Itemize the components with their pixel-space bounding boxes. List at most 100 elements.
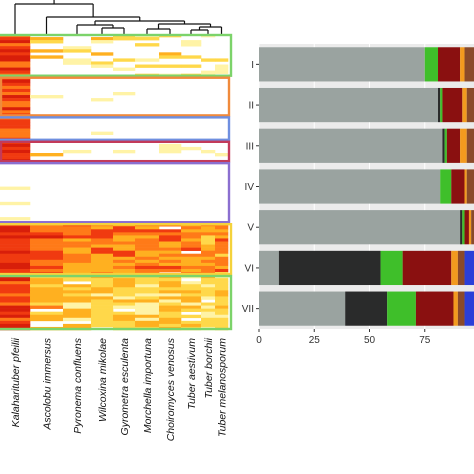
heatmap-cell: [215, 226, 229, 230]
heatmap-cell: [159, 287, 182, 291]
heatmap-cell: [91, 293, 114, 297]
heatmap-cell: [181, 226, 202, 230]
heatmap-cell: [135, 287, 160, 291]
bar-segment: [464, 47, 474, 82]
bar-segment: [462, 87, 467, 123]
heatmap-cell: [215, 302, 229, 306]
heatmap-cell: [181, 232, 202, 236]
heatmap-cell: [215, 64, 229, 68]
heatmap-cell: [0, 49, 31, 53]
heatmap-cell: [91, 253, 114, 258]
heatmap-cell: [63, 262, 92, 267]
heatmap-cell: [113, 268, 136, 273]
heatmap-cell: [0, 302, 31, 306]
heatmap-cell: [0, 217, 31, 221]
heatmap-cell: [0, 146, 31, 151]
bar-segment: [345, 291, 388, 326]
heatmap-cell: [63, 311, 92, 316]
heatmap-cell: [159, 149, 182, 154]
heatmap-cell: [215, 296, 229, 300]
heatmap-cell: [0, 247, 31, 251]
heatmap-cell: [0, 186, 31, 190]
heatmap-cell: [63, 58, 92, 62]
column-dendrogram: [14, 0, 223, 34]
cluster-box-cluster-3: [0, 116, 231, 141]
bar-segment: [466, 128, 474, 163]
heatmap-cell: [63, 284, 92, 288]
heatmap-cell: [63, 287, 92, 291]
heatmap-cell: [135, 314, 160, 319]
heatmap-cell: [63, 238, 92, 242]
species-label: Tuber aestivum: [186, 338, 198, 410]
heatmap-cell: [0, 299, 31, 303]
heatmap-cell: [215, 247, 229, 251]
heatmap-cell: [159, 52, 182, 56]
heatmap-cell: [30, 241, 64, 245]
heatmap-cell: [0, 43, 31, 47]
y-tick-label: I: [251, 60, 254, 71]
heatmap-cell: [0, 278, 31, 282]
heatmap-cell: [91, 259, 114, 264]
heatmap-cell: [30, 287, 64, 291]
heatmap-cell: [91, 98, 114, 102]
heatmap-cell: [91, 250, 114, 255]
heatmap-cell: [181, 247, 202, 251]
species-label: Wilcoxina mikolae: [97, 338, 109, 422]
heatmap-cell: [113, 250, 136, 255]
heatmap-cell: [63, 253, 92, 258]
heatmap-cell: [113, 256, 136, 261]
heatmap-cell: [0, 281, 31, 285]
heatmap-cell: [0, 70, 31, 74]
heatmap-cell: [159, 290, 182, 294]
bar-segment: [451, 169, 465, 204]
heatmap-cell: [201, 317, 216, 322]
heatmap-cell: [0, 320, 31, 325]
heatmap-cell: [159, 143, 182, 148]
heatmap-cell: [201, 268, 216, 273]
heatmap-cell: [181, 262, 202, 267]
heatmap-cell: [0, 311, 31, 316]
heatmap-cell: [215, 244, 229, 248]
heatmap-cell: [91, 235, 114, 239]
heatmap-cell: [215, 262, 229, 267]
heatmap-cell: [113, 247, 136, 251]
heatmap-cell: [0, 287, 31, 291]
heatmap-cell: [135, 43, 160, 47]
heatmap-cell: [159, 320, 182, 325]
heatmap-cell: [135, 250, 160, 255]
heatmap-cell: [30, 40, 64, 44]
heatmap-cell: [201, 226, 216, 230]
heatmap-cell: [0, 293, 31, 297]
heatmap-cell: [30, 229, 64, 233]
heatmap-cell: [159, 55, 182, 59]
heatmap-cell: [0, 104, 31, 108]
heatmap-cell: [0, 262, 31, 267]
bar-segment: [442, 128, 445, 163]
heatmap-cell: [63, 293, 92, 297]
heatmap-cell: [135, 323, 160, 328]
x-tick-label: 0: [256, 335, 262, 346]
heatmap-cell: [159, 265, 182, 270]
y-tick-label: VI: [245, 263, 254, 274]
heatmap-cell: [135, 305, 160, 309]
heatmap-cell: [201, 287, 216, 291]
heatmap-cell: [0, 95, 31, 99]
heatmap-cell: [159, 268, 182, 273]
heatmap-cell: [181, 146, 202, 151]
heatmap-cell: [201, 305, 216, 309]
heatmap-cell: [135, 302, 160, 306]
heatmap-cell: [30, 314, 64, 319]
heatmap-cell: [0, 305, 31, 309]
heatmap-cell: [63, 46, 92, 50]
heatmap-cell: [159, 311, 182, 316]
heatmap-cell: [0, 88, 31, 93]
heatmap-cell: [63, 323, 92, 328]
heatmap-cell: [30, 226, 64, 230]
heatmap-cell: [113, 305, 136, 309]
heatmap-cell: [181, 323, 202, 328]
heatmap-cell: [201, 253, 216, 258]
heatmap-cell: [113, 265, 136, 270]
bar-segment: [415, 291, 454, 326]
heatmap-cell: [215, 70, 229, 74]
